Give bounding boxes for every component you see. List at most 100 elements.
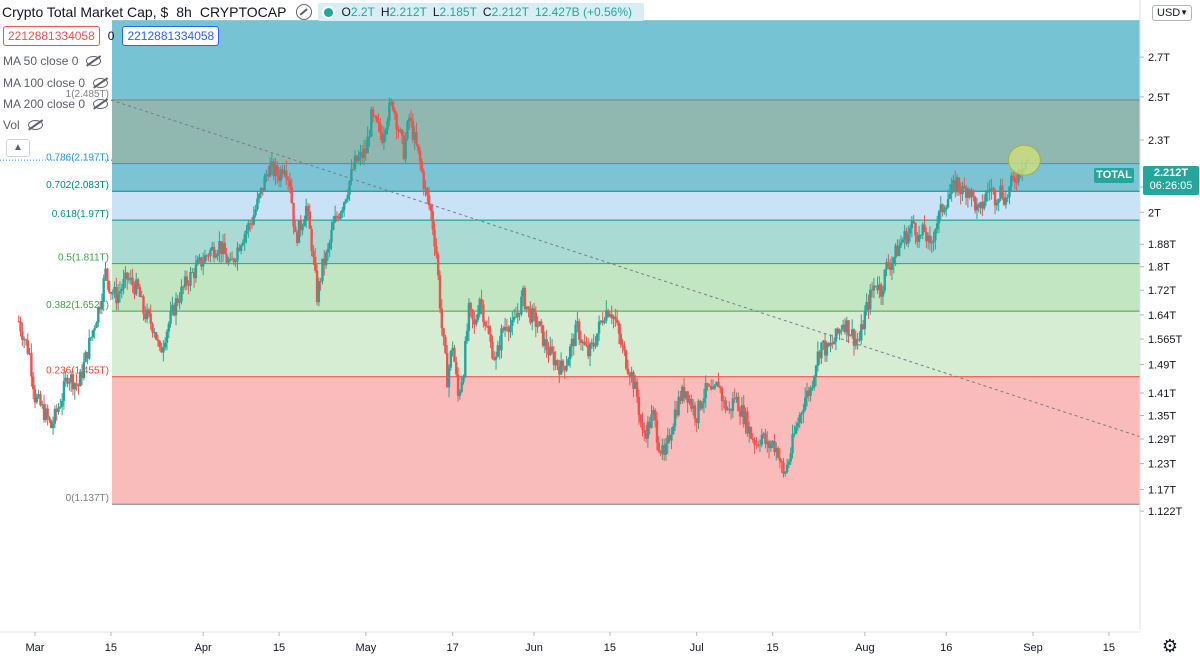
fib-level-label: 0.618(1.97T): [52, 209, 109, 220]
candle-body: [292, 202, 295, 227]
candle-body: [653, 409, 657, 421]
candle-body: [446, 353, 449, 388]
candle-body: [729, 408, 733, 411]
candle-body: [686, 391, 689, 403]
candle-body: [874, 285, 877, 287]
candle-body: [890, 263, 894, 270]
candle-body: [574, 324, 577, 346]
candle-body: [706, 383, 709, 386]
candle-body: [910, 221, 914, 229]
candle-body: [746, 411, 749, 434]
candle-body: [769, 444, 773, 449]
candle-body: [888, 266, 892, 270]
candle-body: [393, 109, 396, 114]
candle-body: [171, 304, 174, 312]
candle-body: [587, 345, 590, 357]
candle-body: [391, 101, 395, 110]
highlight-circle: [1007, 144, 1041, 176]
candle-body: [227, 260, 230, 263]
candle-body: [896, 245, 899, 256]
candle-body: [803, 397, 807, 410]
candle-body: [726, 409, 729, 411]
fib-level-label: 0.702(2.083T): [46, 180, 109, 191]
candle-body: [413, 132, 416, 140]
candle-body: [270, 161, 274, 166]
candle-body: [590, 342, 594, 344]
candle-body: [344, 199, 348, 203]
candle-body: [791, 434, 794, 454]
gear-icon[interactable]: ⚙: [1161, 636, 1179, 656]
candle-body: [585, 344, 588, 346]
candle-body: [534, 312, 538, 327]
candle-body: [502, 328, 505, 331]
candle-body: [648, 421, 651, 428]
candle-body: [342, 202, 346, 210]
candle-body: [843, 324, 847, 333]
candle-body: [950, 184, 953, 194]
candle-body: [773, 440, 776, 453]
candle-body: [364, 148, 368, 154]
candle-body: [41, 404, 44, 406]
candle-body: [250, 223, 254, 225]
candle-body: [373, 115, 377, 117]
candle-body: [467, 302, 471, 331]
candle-body: [389, 101, 393, 103]
candle-body: [147, 309, 151, 314]
candle-body: [592, 342, 595, 347]
candle-body: [982, 201, 986, 209]
candle-body: [861, 324, 865, 330]
candle-body: [371, 109, 375, 116]
candle-body: [221, 242, 225, 255]
candle-body: [675, 409, 679, 416]
candle-body: [717, 381, 720, 388]
candle-body: [610, 314, 613, 319]
candle-body: [1011, 175, 1015, 178]
candle-body: [966, 189, 970, 198]
candle-body: [352, 169, 355, 171]
fib-level-label: 0(1.137T): [66, 493, 109, 504]
candle-body: [583, 341, 586, 345]
candle-body: [113, 286, 116, 294]
candle-body: [124, 272, 127, 280]
candle-body: [427, 195, 431, 206]
candle-body: [375, 116, 378, 122]
candle-body: [138, 287, 142, 297]
dashed-trendline: [110, 99, 1148, 440]
candle-body: [482, 304, 485, 322]
candle-body: [617, 322, 621, 334]
candle-body: [650, 414, 653, 428]
chevron-up-icon[interactable]: ▲: [6, 139, 30, 157]
candle-body: [156, 339, 160, 341]
candle-body: [755, 444, 758, 446]
candle-body: [241, 242, 245, 246]
candle-body: [174, 298, 178, 316]
candle-body: [941, 204, 944, 213]
candle-body: [807, 390, 811, 396]
candle-body: [294, 226, 297, 233]
x-tick-label: 17: [447, 642, 459, 654]
candle-body: [478, 298, 481, 314]
candle-body: [272, 161, 275, 177]
candle-body: [776, 448, 780, 458]
candle-body: [435, 246, 438, 255]
candle-body: [473, 319, 476, 325]
candle-body: [822, 340, 825, 343]
candle-body: [263, 176, 266, 191]
candle-body: [756, 444, 760, 446]
candle-body: [75, 383, 78, 385]
candle-body: [456, 374, 460, 396]
candle-body: [762, 433, 765, 435]
candle-body: [368, 136, 371, 138]
candle-body: [274, 165, 277, 177]
y-tick-label: 1.72T: [1148, 285, 1176, 297]
candle-body: [317, 281, 321, 303]
candle-body: [176, 298, 180, 303]
currency-select[interactable]: USD ▼: [1152, 5, 1192, 21]
candle-body: [720, 387, 724, 401]
candle-body: [608, 314, 612, 317]
candle-body: [192, 272, 196, 279]
candle-body: [62, 381, 66, 401]
candle-body: [879, 284, 883, 297]
candle-body: [1006, 197, 1009, 199]
